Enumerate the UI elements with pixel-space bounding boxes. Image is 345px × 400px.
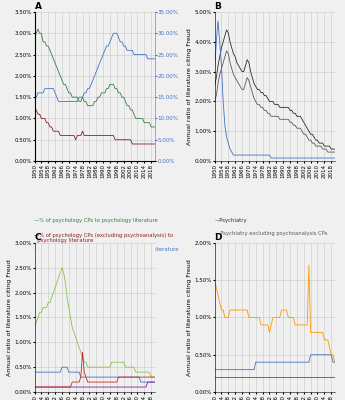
Text: —Neurosciences & neurology: —Neurosciences & neurology [215, 244, 292, 250]
Text: A: A [34, 2, 41, 11]
Text: B: B [215, 2, 221, 11]
Y-axis label: Annual ratio of literature citing Freud: Annual ratio of literature citing Freud [187, 28, 193, 145]
Y-axis label: Annual ratio of literature citing Freud: Annual ratio of literature citing Freud [187, 259, 193, 376]
Text: —% of psychology CPs (excluding psychoanalysis) to
  psychology literature: —% of psychology CPs (excluding psychoan… [34, 232, 174, 243]
Text: —% of psychology CPs to psychology literature: —% of psychology CPs to psychology liter… [34, 218, 158, 223]
Text: —Psychiatry excluding psychoanalysis CPs: —Psychiatry excluding psychoanalysis CPs [215, 231, 327, 236]
Text: D: D [215, 233, 222, 242]
Text: —% of psychoanalysis CPs to psychoanalysis literature: —% of psychoanalysis CPs to psychoanalys… [34, 248, 179, 252]
Text: C: C [34, 233, 41, 242]
Text: —Psychiatry: —Psychiatry [215, 218, 247, 223]
Y-axis label: Annual ratio of literature citing Freud: Annual ratio of literature citing Freud [7, 259, 12, 376]
